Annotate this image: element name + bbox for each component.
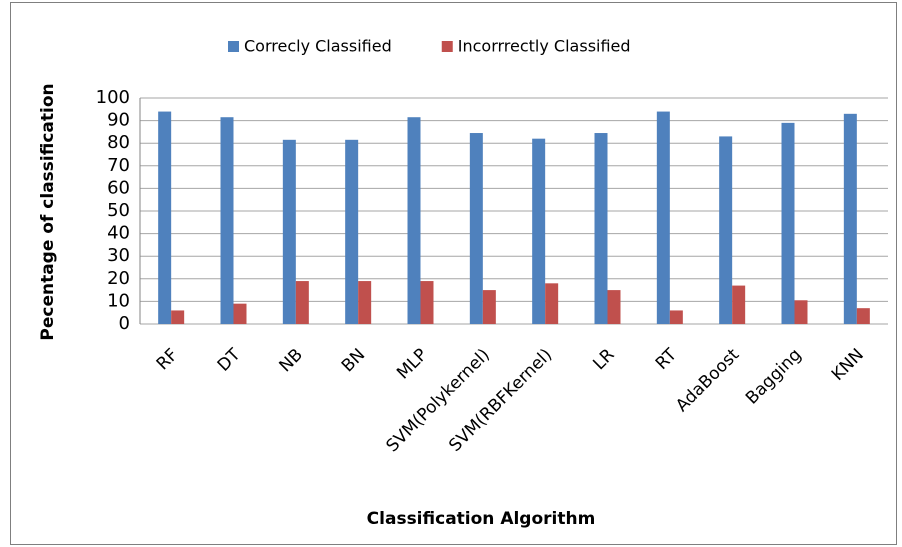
bar [158, 111, 172, 324]
bar [856, 308, 870, 324]
y-tick-label: 50 [107, 200, 130, 221]
bar [732, 285, 746, 324]
legend-label: Correcly Classified [244, 37, 392, 56]
legend-swatch [228, 41, 239, 52]
bar [656, 111, 670, 324]
chart-frame [10, 2, 897, 545]
bar [358, 281, 372, 324]
bar [482, 290, 496, 324]
y-tick-label: 60 [107, 177, 130, 198]
y-tick-label: 0 [119, 313, 130, 334]
bar [345, 139, 359, 324]
bar [220, 117, 234, 325]
bar [171, 310, 185, 324]
y-tick-label: 80 [107, 132, 130, 153]
bar [469, 133, 483, 324]
bar [545, 283, 559, 324]
bar [607, 290, 621, 324]
bar [295, 281, 309, 324]
bar [794, 300, 808, 324]
y-tick-label: 30 [107, 245, 130, 266]
y-tick-label: 20 [107, 268, 130, 289]
y-tick-label: 70 [107, 155, 130, 176]
y-tick-label: 100 [96, 87, 130, 108]
legend-swatch [441, 41, 453, 52]
bar [594, 133, 608, 324]
bar [233, 303, 247, 324]
bar [407, 117, 421, 325]
y-tick-label: 90 [107, 110, 130, 131]
x-axis-title: Classification Algorithm [367, 509, 596, 529]
bar [282, 139, 296, 324]
bar [669, 310, 683, 324]
y-axis-title: Pecentage of classification [38, 83, 58, 340]
legend-label: Incorrrectly Classified [458, 37, 631, 56]
y-tick-label: 10 [107, 290, 130, 311]
bar [420, 281, 434, 324]
bar [781, 122, 795, 324]
y-tick-label: 40 [107, 223, 130, 244]
bar [843, 113, 857, 324]
bar [719, 136, 733, 324]
bar [532, 138, 546, 324]
